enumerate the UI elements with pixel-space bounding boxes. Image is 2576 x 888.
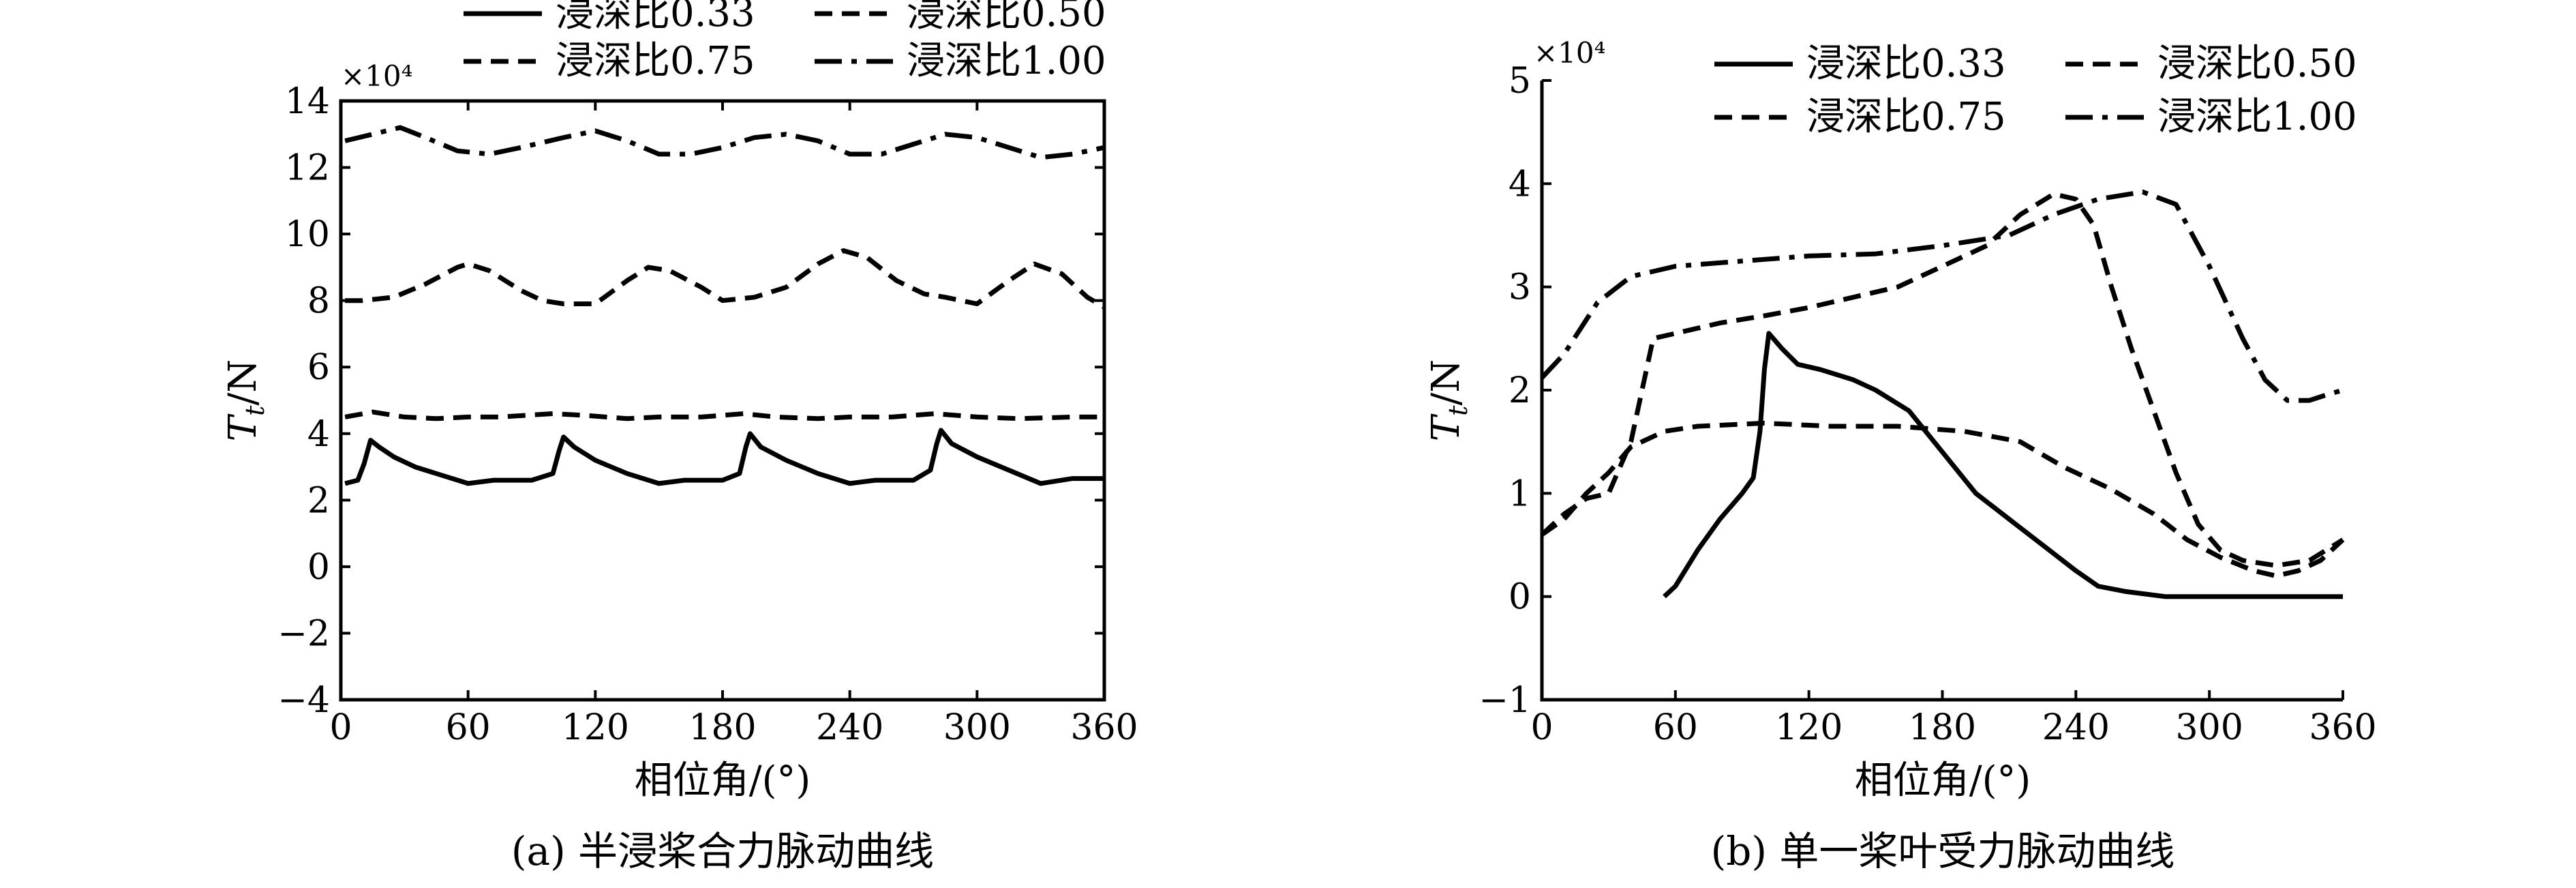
panel-a-ylabel-sub: t bbox=[240, 405, 270, 416]
y-tick-label: 4 bbox=[307, 414, 330, 455]
panel-b-ylabel-sub: t bbox=[1443, 405, 1473, 416]
series-line-1 bbox=[344, 428, 1104, 486]
y-tick-label: 0 bbox=[1509, 577, 1531, 618]
y-tick-label: 3 bbox=[1509, 267, 1531, 308]
panel-b-axes bbox=[1540, 80, 2343, 702]
x-tick-label: 300 bbox=[2176, 707, 2243, 748]
panel-b-ylabel-main: T bbox=[1424, 413, 1468, 441]
x-tick-label: 120 bbox=[1775, 707, 1843, 748]
y-tick-label: 2 bbox=[307, 480, 330, 521]
panel-a-chart: 0 60 120 180 240 300 360 −4 −2 0 2 4 6 8 10 12 14 ×10⁴ 相… bbox=[221, 0, 1138, 874]
x-tick-label: 240 bbox=[2042, 707, 2110, 748]
svg-text:Tt/N: Tt/N bbox=[221, 359, 270, 442]
panel-a-ylabel-main: T bbox=[221, 413, 265, 441]
panel-b-caption: (b) 单一桨叶受力脉动曲线 bbox=[1711, 828, 2175, 874]
series-line-2 bbox=[344, 409, 1104, 421]
y-tick-label: −4 bbox=[277, 680, 330, 721]
legend-label-3: 浸深比0.75 bbox=[556, 39, 755, 83]
legend-label-4: 浸深比1.00 bbox=[2157, 95, 2357, 139]
series-line-4 bbox=[1540, 189, 2344, 403]
y-tick-label: 1 bbox=[1509, 473, 1531, 514]
legend-label-2: 浸深比0.50 bbox=[2157, 42, 2357, 86]
legend-label-1: 浸深比0.33 bbox=[1806, 42, 2006, 86]
x-tick-label: 60 bbox=[1653, 707, 1698, 748]
y-tick-label: 8 bbox=[307, 281, 330, 322]
y-tick-label: 0 bbox=[307, 547, 330, 588]
panel-a-marks bbox=[344, 125, 1106, 486]
series-line-3 bbox=[1540, 192, 2344, 568]
panel-b-legend: 浸深比0.33 浸深比0.50 浸深比0.75 浸深比1.00 bbox=[1714, 42, 2357, 139]
panel-a-legend: 浸深比0.33 浸深比0.50 浸深比0.75 浸深比1.00 bbox=[464, 0, 1106, 83]
x-tick-label: 360 bbox=[1070, 707, 1138, 748]
legend-label-2: 浸深比0.50 bbox=[907, 0, 1106, 35]
x-tick-label: 360 bbox=[2309, 707, 2376, 748]
y-tick-label: 5 bbox=[1509, 61, 1531, 102]
y-tick-label: 6 bbox=[307, 347, 330, 388]
series-line-4 bbox=[344, 125, 1105, 160]
series-line-2 bbox=[1540, 420, 2345, 578]
y-tick-label: 14 bbox=[285, 81, 330, 122]
x-tick-label: 300 bbox=[943, 707, 1011, 748]
legend-label-3: 浸深比0.75 bbox=[1806, 95, 2006, 139]
y-tick-label: −1 bbox=[1479, 680, 1531, 721]
y-tick-label: −2 bbox=[277, 613, 330, 654]
series-line-3 bbox=[345, 248, 1106, 310]
panel-a-exponent: ×10⁴ bbox=[341, 59, 412, 93]
panel-b-marks bbox=[1540, 189, 2345, 600]
x-tick-label: 0 bbox=[329, 707, 352, 748]
panel-a-ticks: 0 60 120 180 240 300 360 −4 −2 0 2 4 6 8 10 12 14 bbox=[277, 81, 1138, 748]
legend-label-4: 浸深比1.00 bbox=[907, 39, 1106, 83]
panel-a-caption: (a) 半浸桨合力脉动曲线 bbox=[511, 828, 934, 874]
panel-b-xlabel: 相位角/(°) bbox=[1855, 758, 2031, 803]
x-tick-label: 120 bbox=[562, 707, 629, 748]
y-tick-label: 2 bbox=[1509, 370, 1531, 411]
panel-b-ylabel-unit: /N bbox=[1424, 359, 1468, 406]
panel-a-xlabel: 相位角/(°) bbox=[635, 758, 811, 803]
x-tick-label: 180 bbox=[688, 707, 756, 748]
x-tick-label: 0 bbox=[1530, 707, 1553, 748]
x-tick-label: 180 bbox=[1909, 707, 1976, 748]
x-tick-label: 240 bbox=[816, 707, 883, 748]
svg-text:Tt/N: Tt/N bbox=[1424, 359, 1473, 442]
series-line-1 bbox=[1663, 331, 2343, 600]
legend-label-1: 浸深比0.33 bbox=[556, 0, 755, 35]
panel-a-ylabel: Tt/N bbox=[221, 359, 270, 442]
y-tick-label: 12 bbox=[285, 148, 330, 189]
panel-a-ylabel-unit: /N bbox=[221, 359, 265, 406]
panel-b-ylabel: Tt/N bbox=[1424, 359, 1473, 442]
x-tick-label: 60 bbox=[446, 707, 491, 748]
y-tick-label: 4 bbox=[1509, 164, 1531, 205]
panel-a-plot-frame bbox=[339, 99, 1106, 702]
y-tick-label: 10 bbox=[285, 214, 330, 255]
panel-b-exponent: ×10⁴ bbox=[1534, 36, 1605, 70]
